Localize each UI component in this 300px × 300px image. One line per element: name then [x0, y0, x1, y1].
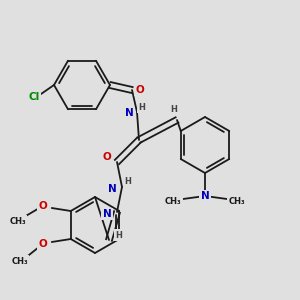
Text: O: O — [103, 152, 111, 162]
Text: CH₃: CH₃ — [11, 256, 28, 266]
Text: CH₃: CH₃ — [9, 217, 26, 226]
Text: O: O — [136, 85, 144, 95]
Text: N: N — [124, 108, 134, 118]
Text: CH₃: CH₃ — [165, 197, 181, 206]
Text: O: O — [38, 201, 47, 211]
Text: H: H — [116, 230, 122, 239]
Text: H: H — [124, 176, 131, 185]
Text: N: N — [201, 191, 209, 201]
Text: H: H — [171, 106, 177, 115]
Text: N: N — [103, 209, 111, 219]
Text: Cl: Cl — [28, 92, 40, 102]
Text: O: O — [38, 239, 47, 249]
Text: CH₃: CH₃ — [229, 197, 245, 206]
Text: H: H — [139, 103, 145, 112]
Text: N: N — [108, 184, 116, 194]
